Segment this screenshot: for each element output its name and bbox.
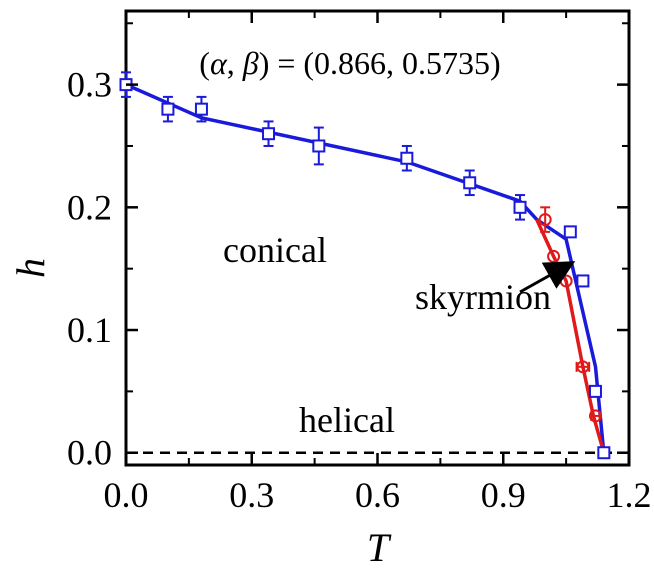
circle-marker [588, 409, 602, 423]
x-tick-label: 0.3 [229, 475, 274, 515]
conical-label: conical [223, 230, 327, 270]
y-tick-label: 0.0 [67, 433, 112, 473]
square-marker [563, 225, 577, 239]
skyrmion-label: skyrmion [415, 277, 551, 317]
circle-marker [576, 360, 590, 374]
square-marker [400, 151, 414, 165]
blue-boundary-line [125, 82, 606, 453]
square-point-5 [400, 144, 414, 172]
square-point-10 [588, 384, 602, 398]
y-tick-label: 0.3 [67, 65, 112, 105]
square-point-8 [563, 225, 577, 239]
square-point-1 [161, 95, 175, 123]
square-point-2 [194, 95, 208, 123]
circle-point-4 [588, 409, 602, 423]
ticks-layer: 0.0 0.3 0.6 0.9 1.2 0.0 0.1 0.2 0.3 [67, 11, 652, 515]
circle-marker [538, 213, 552, 227]
square-marker [161, 102, 175, 116]
square-point-7 [513, 194, 527, 221]
x-tick-label: 1.2 [607, 475, 652, 515]
x-tick-label: 0.6 [355, 475, 400, 515]
square-point-4 [312, 126, 326, 166]
square-marker [597, 446, 611, 460]
square-marker [463, 176, 477, 190]
x-tick-label: 0.0 [104, 475, 149, 515]
lines-layer [125, 82, 629, 454]
y-axis-title: h [8, 258, 53, 278]
square-marker [194, 102, 208, 116]
skyrmion-arrow [519, 261, 576, 294]
x-axis-title: T [367, 525, 392, 570]
circle-point-3 [575, 360, 591, 374]
square-marker [588, 384, 602, 398]
square-marker [576, 274, 590, 288]
x-tick-label: 0.9 [481, 475, 526, 515]
square-point-11 [597, 446, 611, 460]
square-point-6 [463, 169, 477, 197]
circle-point-0 [538, 206, 552, 233]
square-marker [513, 200, 527, 214]
helical-label: helical [299, 400, 395, 440]
square-point-3 [262, 120, 276, 147]
y-tick-label: 0.1 [67, 310, 112, 350]
square-point-9 [576, 274, 590, 288]
params-annotation: (α, β) = (0.866, 0.5735) [199, 45, 500, 81]
y-tick-label: 0.2 [67, 187, 112, 227]
square-marker [312, 139, 326, 153]
square-marker [262, 127, 276, 141]
